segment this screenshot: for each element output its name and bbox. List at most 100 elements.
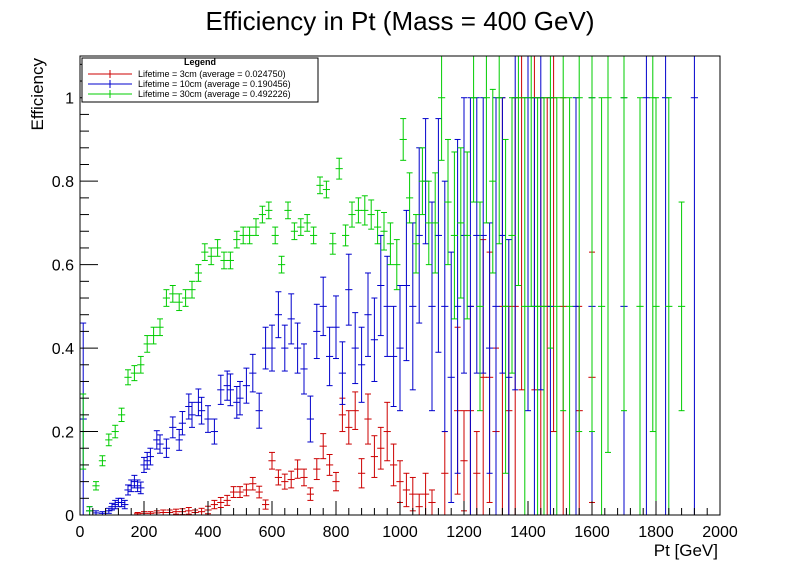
legend-entry-label: Lifetime = 10cm (average = 0.190456)	[138, 79, 291, 89]
data-point	[454, 138, 462, 474]
y-tick-label: 0.8	[52, 174, 74, 191]
data-point	[383, 255, 391, 357]
series-1	[134, 55, 596, 516]
data-point	[108, 502, 116, 511]
data-point	[290, 222, 298, 241]
data-point	[210, 499, 218, 510]
data-point	[105, 507, 113, 514]
y-axis-label: Efficiency	[28, 58, 47, 131]
series-2	[79, 55, 698, 516]
data-point	[335, 157, 343, 180]
data-point	[236, 380, 244, 416]
data-point	[143, 451, 151, 470]
data-point	[162, 289, 170, 307]
data-point	[249, 476, 257, 491]
data-point	[319, 276, 327, 337]
data-point	[354, 197, 362, 224]
data-point	[246, 226, 254, 245]
data-point	[367, 199, 375, 230]
data-point	[678, 201, 686, 412]
data-point	[156, 434, 164, 454]
data-point	[188, 280, 196, 299]
data-point	[284, 201, 292, 220]
y-tick-label: 0	[65, 508, 74, 525]
data-point	[402, 209, 410, 362]
data-point	[146, 447, 154, 466]
data-point	[265, 201, 273, 220]
data-point	[255, 485, 263, 499]
data-point	[508, 97, 516, 374]
x-tick-label: 2000	[702, 524, 738, 541]
data-point	[287, 293, 295, 345]
data-point	[316, 176, 324, 195]
data-point	[351, 391, 359, 430]
data-point	[252, 218, 260, 236]
data-point	[249, 353, 257, 393]
data-point	[137, 481, 145, 495]
data-point	[223, 370, 231, 401]
data-point	[239, 226, 247, 245]
data-point	[124, 369, 132, 386]
legend-entry-label: Lifetime = 3cm (average = 0.024750)	[138, 69, 286, 79]
legend-title: Legend	[184, 57, 216, 67]
data-point	[380, 211, 388, 251]
data-point	[425, 180, 433, 266]
data-point	[310, 226, 318, 245]
data-point	[358, 326, 366, 403]
data-point	[281, 324, 289, 372]
data-point	[489, 88, 497, 274]
data-point	[230, 486, 238, 498]
data-point	[255, 392, 263, 429]
data-point	[169, 416, 177, 439]
data-point	[361, 195, 369, 226]
data-point	[194, 388, 202, 417]
data-point	[444, 138, 452, 266]
data-point	[175, 428, 183, 451]
data-point	[319, 433, 327, 460]
x-tick-label: 1800	[638, 524, 674, 541]
data-point	[322, 180, 330, 199]
data-point	[226, 251, 234, 270]
x-tick-label: 1400	[510, 524, 546, 541]
data-point	[287, 470, 295, 489]
x-tick-label: 200	[131, 524, 158, 541]
data-point	[313, 303, 321, 360]
data-point	[377, 426, 385, 470]
data-point	[390, 305, 398, 408]
data-point	[268, 324, 276, 372]
data-point	[242, 483, 250, 497]
data-point	[217, 496, 225, 508]
data-point	[345, 410, 353, 445]
data-point	[118, 407, 126, 423]
data-point	[226, 373, 234, 407]
data-point	[236, 486, 244, 498]
data-point	[178, 411, 186, 436]
data-point	[370, 435, 378, 478]
data-point	[457, 147, 465, 299]
data-point	[441, 180, 449, 433]
legend-entries: Lifetime = 3cm (average = 0.024750)Lifet…	[88, 69, 291, 99]
data-point	[274, 469, 282, 486]
data-point	[412, 214, 420, 274]
data-point	[502, 138, 510, 474]
axes: 0 200 400 600 800 1000 1200 1400 1600 1800 2000 0 0.…	[52, 55, 738, 541]
data-point	[329, 232, 337, 255]
data-point	[217, 374, 225, 405]
data-point	[313, 458, 321, 481]
data-point	[431, 172, 439, 274]
legend-entry-1: Lifetime = 3cm (average = 0.024750)	[88, 69, 286, 79]
data-point	[332, 295, 340, 360]
data-point	[300, 468, 308, 487]
data-point	[162, 438, 170, 458]
data-point	[377, 234, 385, 337]
data-point	[399, 118, 407, 161]
data-point	[358, 458, 366, 489]
data-point	[182, 289, 190, 307]
x-tick-label: 800	[323, 524, 350, 541]
data-point	[374, 209, 382, 245]
data-point	[172, 508, 180, 515]
data-point	[111, 424, 119, 439]
data-point	[281, 473, 289, 490]
data-point	[105, 433, 113, 447]
data-point	[233, 385, 241, 419]
